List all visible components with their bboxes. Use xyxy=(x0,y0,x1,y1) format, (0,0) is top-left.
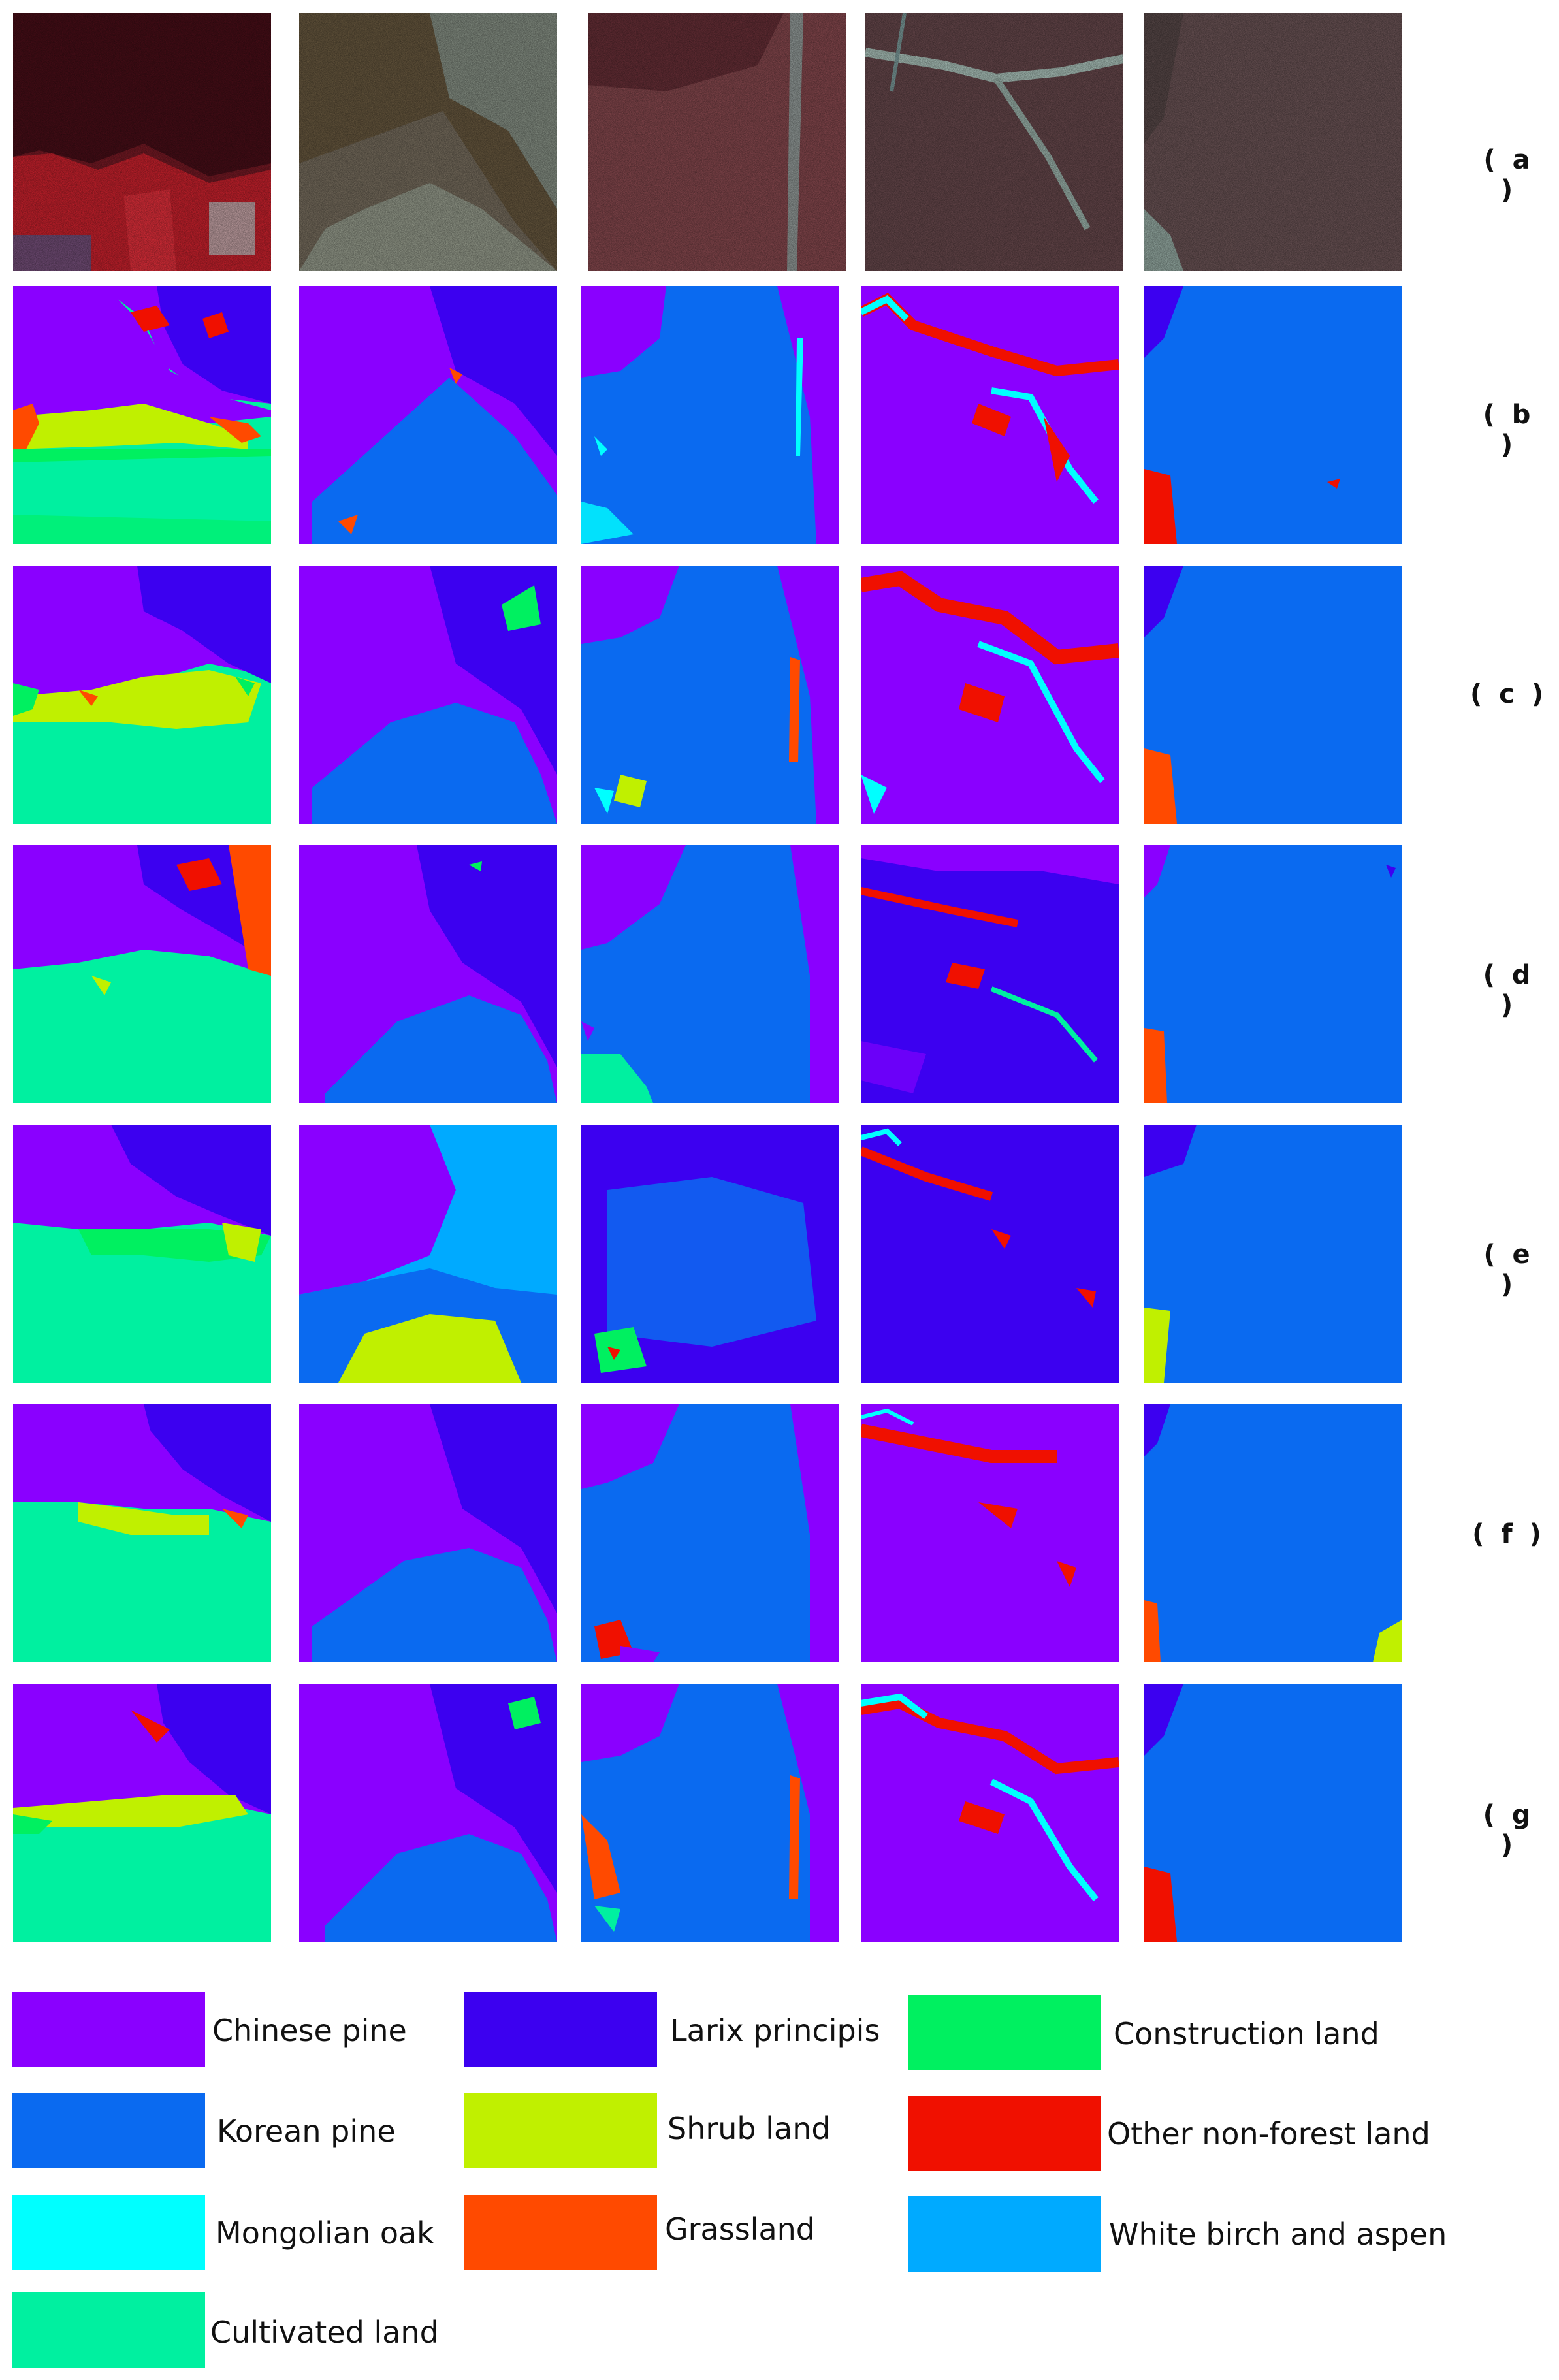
legend-label-grassland: Grassland xyxy=(665,2211,815,2247)
legend-swatch-other-non-forest-land xyxy=(908,2096,1101,2171)
tile-d3 xyxy=(581,845,839,1103)
tile-b2 xyxy=(299,286,557,544)
row-label-b: ( b ) xyxy=(1483,400,1535,460)
legend-swatch-larix-principis xyxy=(464,1992,657,2067)
tile-a2 xyxy=(299,13,557,271)
tile-f1 xyxy=(13,1404,271,1662)
legend-label-other-non-forest-land: Other non-forest land xyxy=(1107,2116,1430,2151)
legend-swatch-korean-pine xyxy=(12,2093,205,2168)
tile-a5 xyxy=(1144,13,1402,271)
tile-d5 xyxy=(1144,845,1402,1103)
row-label-g: ( g ) xyxy=(1483,1800,1535,1860)
legend-label-chinese-pine: Chinese pine xyxy=(212,2013,407,2048)
legend-label-white-birch-aspen: White birch and aspen xyxy=(1109,2217,1447,2252)
tile-a1 xyxy=(13,13,271,271)
legend-swatch-white-birch-aspen xyxy=(908,2196,1101,2272)
legend-swatch-construction-land xyxy=(908,1995,1101,2070)
tile-c2 xyxy=(299,566,557,824)
row-label-e: ( e ) xyxy=(1483,1240,1534,1300)
tile-g4 xyxy=(861,1684,1119,1942)
tile-f4 xyxy=(861,1404,1119,1662)
tile-e3 xyxy=(581,1125,839,1383)
tile-e2 xyxy=(299,1125,557,1383)
tile-b4 xyxy=(861,286,1119,544)
tile-c1 xyxy=(13,566,271,824)
tile-e5 xyxy=(1144,1125,1402,1383)
legend-label-shrub-land: Shrub land xyxy=(667,2111,831,2146)
row-label-f: ( f ) xyxy=(1472,1519,1545,1549)
legend-label-mongolian-oak: Mongolian oak xyxy=(216,2215,434,2251)
row-label-d: ( d ) xyxy=(1483,960,1535,1020)
legend-swatch-chinese-pine xyxy=(12,1992,205,2067)
tile-g2 xyxy=(299,1684,557,1942)
tile-a4 xyxy=(865,13,1123,271)
tile-e4 xyxy=(861,1125,1119,1383)
legend-label-cultivated-land: Cultivated land xyxy=(210,2315,439,2350)
tile-b1 xyxy=(13,286,271,544)
tile-c4 xyxy=(861,566,1119,824)
tile-d2 xyxy=(299,845,557,1103)
legend-label-construction-land: Construction land xyxy=(1114,2016,1379,2051)
tile-f5 xyxy=(1144,1404,1402,1662)
tile-g1 xyxy=(13,1684,271,1942)
tile-e1 xyxy=(13,1125,271,1383)
tile-d4 xyxy=(861,845,1119,1103)
tile-c3 xyxy=(581,566,839,824)
tile-f2 xyxy=(299,1404,557,1662)
row-label-c: ( c ) xyxy=(1470,679,1548,709)
tile-g3 xyxy=(581,1684,839,1942)
tile-a3 xyxy=(588,13,846,271)
legend-label-korean-pine: Korean pine xyxy=(217,2114,396,2149)
legend-swatch-grassland xyxy=(464,2195,657,2270)
tile-b5 xyxy=(1144,286,1402,544)
tile-f3 xyxy=(581,1404,839,1662)
row-label-a: ( a ) xyxy=(1483,145,1534,205)
tile-d1 xyxy=(13,845,271,1103)
legend-swatch-cultivated-land xyxy=(12,2292,205,2368)
tile-b3 xyxy=(581,286,839,544)
tile-g5 xyxy=(1144,1684,1402,1942)
legend-swatch-shrub-land xyxy=(464,2093,657,2168)
tile-c5 xyxy=(1144,566,1402,824)
legend-label-larix-principis: Larix principis xyxy=(670,2013,880,2048)
legend-swatch-mongolian-oak xyxy=(12,2195,205,2270)
